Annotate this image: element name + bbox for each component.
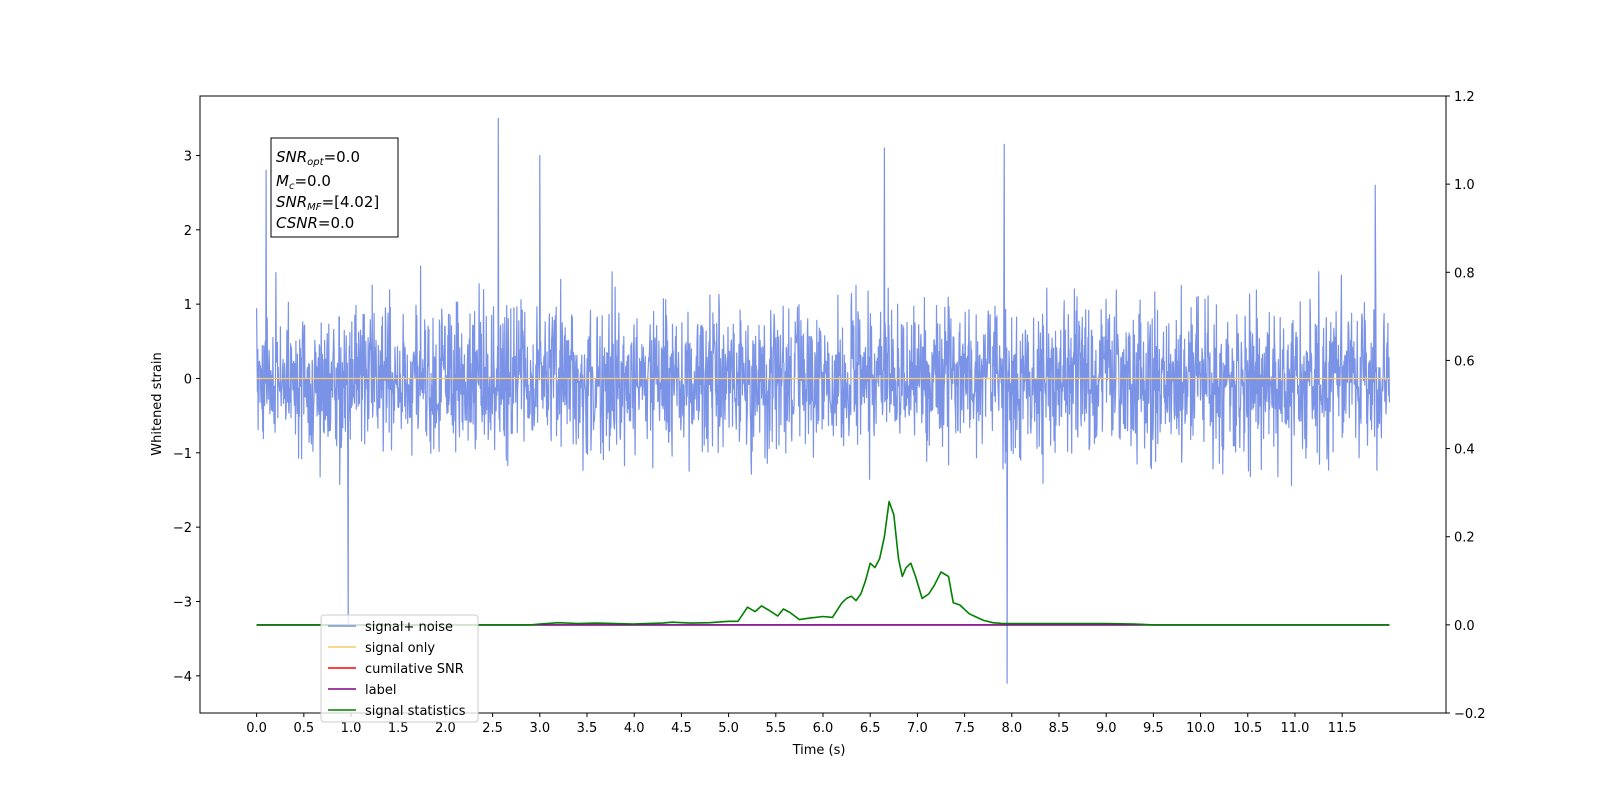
x-tick-label: 3.5 [577, 721, 598, 736]
y-tick-label-left: 2 [184, 224, 192, 239]
x-tick-label: 0.0 [246, 721, 267, 736]
y-tick-label-right: 1.2 [1454, 90, 1475, 105]
y-tick-label-left: 3 [184, 149, 192, 164]
y-tick-label-right: 0.0 [1454, 619, 1475, 634]
x-tick-label: 2.0 [435, 721, 456, 736]
y-tick-label-right: 0.2 [1454, 531, 1475, 546]
x-tick-label: 3.0 [529, 721, 550, 736]
y-axis-label-left: Whitened strain [150, 352, 165, 455]
x-axis-label: Time (s) [792, 743, 846, 758]
annotation-snr-opt-value: =0.0 [324, 148, 360, 166]
x-tick-label: 1.5 [388, 721, 409, 736]
y-tick-label-left: −1 [173, 447, 192, 462]
annotation-csnr-name: CSNR [276, 214, 318, 232]
annotation-snr-opt-sub: opt [307, 157, 324, 168]
x-tick-label: 4.0 [624, 721, 645, 736]
y-axis-right: 1.2 1.0 0.8 0.6 0.4 0.2 0.0 −0.2 [1446, 90, 1486, 722]
y-tick-label-left: −2 [173, 521, 192, 536]
x-tick-label: 8.5 [1049, 721, 1070, 736]
annotation-snr-mf-name: SNR [276, 193, 307, 211]
x-tick-label: 7.0 [907, 721, 928, 736]
x-tick-label: 1.0 [341, 721, 362, 736]
x-tick-label: 6.0 [813, 721, 834, 736]
annotation-csnr: CSNR=0.0 [276, 214, 354, 232]
x-tick-label: 4.5 [671, 721, 692, 736]
legend: signal+ noise signal only cumilative SNR la… [320, 614, 479, 723]
y-tick-label-left: −4 [173, 670, 192, 685]
annotation-box: SNRopt=0.0 Mc=0.0 SNRMF=[4.02] CSNR=0.0 [270, 137, 399, 238]
y-tick-label-right: 1.0 [1454, 178, 1475, 193]
series-signal-noise-line [256, 117, 1390, 684]
annotation-snr-mf: SNRMF=[4.02] [276, 193, 379, 213]
annotation-mc: Mc=0.0 [276, 172, 331, 192]
y-tick-label-left: 1 [184, 298, 192, 313]
x-tick-label: 2.5 [482, 721, 503, 736]
annotation-mc-sub: c [289, 181, 295, 192]
y-tick-label-left: −3 [173, 595, 192, 610]
annotation-snr-mf-value: =[4.02] [322, 193, 380, 211]
y-tick-label-right: −0.2 [1454, 707, 1486, 722]
legend-label: signal only [365, 641, 435, 656]
legend-label: cumilative SNR [365, 662, 464, 677]
y-tick-label-right: 0.6 [1454, 354, 1475, 369]
annotation-snr-mf-sub: MF [307, 202, 322, 213]
legend-label: label [365, 683, 396, 698]
annotation-mc-name: M [276, 172, 289, 190]
x-tick-label: 9.0 [1096, 721, 1117, 736]
y-axis-left: 3 2 1 0 −1 −2 −3 −4 [173, 149, 200, 685]
annotation-snr-opt: SNRopt=0.0 [276, 148, 360, 168]
x-axis: 0.0 0.5 1.0 1.5 2.0 2.5 3.0 3.5 4.0 4.5 5.0 5.5 6.0 6… [246, 713, 1357, 736]
annotation-frame [270, 137, 399, 238]
x-tick-label: 5.0 [718, 721, 739, 736]
annotation-mc-value: =0.0 [294, 172, 330, 190]
x-tick-label: 10.0 [1186, 721, 1215, 736]
x-tick-label: 7.5 [954, 721, 975, 736]
x-tick-label: 8.0 [1001, 721, 1022, 736]
x-tick-label: 11.5 [1328, 721, 1357, 736]
x-tick-label: 0.5 [293, 721, 314, 736]
annotation-snr-opt-name: SNR [276, 148, 307, 166]
legend-label: signal+ noise [365, 620, 453, 635]
x-tick-label: 5.5 [765, 721, 786, 736]
legend-label: signal statistics [365, 704, 466, 719]
y-tick-label-right: 0.4 [1454, 443, 1475, 458]
y-tick-label-right: 0.8 [1454, 266, 1475, 281]
y-tick-label-left: 0 [184, 372, 192, 387]
series-signal-statistics-line [256, 500, 1390, 626]
legend-entries: signal+ noise signal only cumilative SNR la… [328, 620, 466, 719]
x-tick-label: 6.5 [860, 721, 881, 736]
x-tick-label: 11.0 [1280, 721, 1309, 736]
legend-frame [320, 614, 479, 723]
x-tick-label: 9.5 [1143, 721, 1164, 736]
annotation-csnr-value: =0.0 [318, 214, 354, 232]
x-tick-label: 10.5 [1233, 721, 1262, 736]
